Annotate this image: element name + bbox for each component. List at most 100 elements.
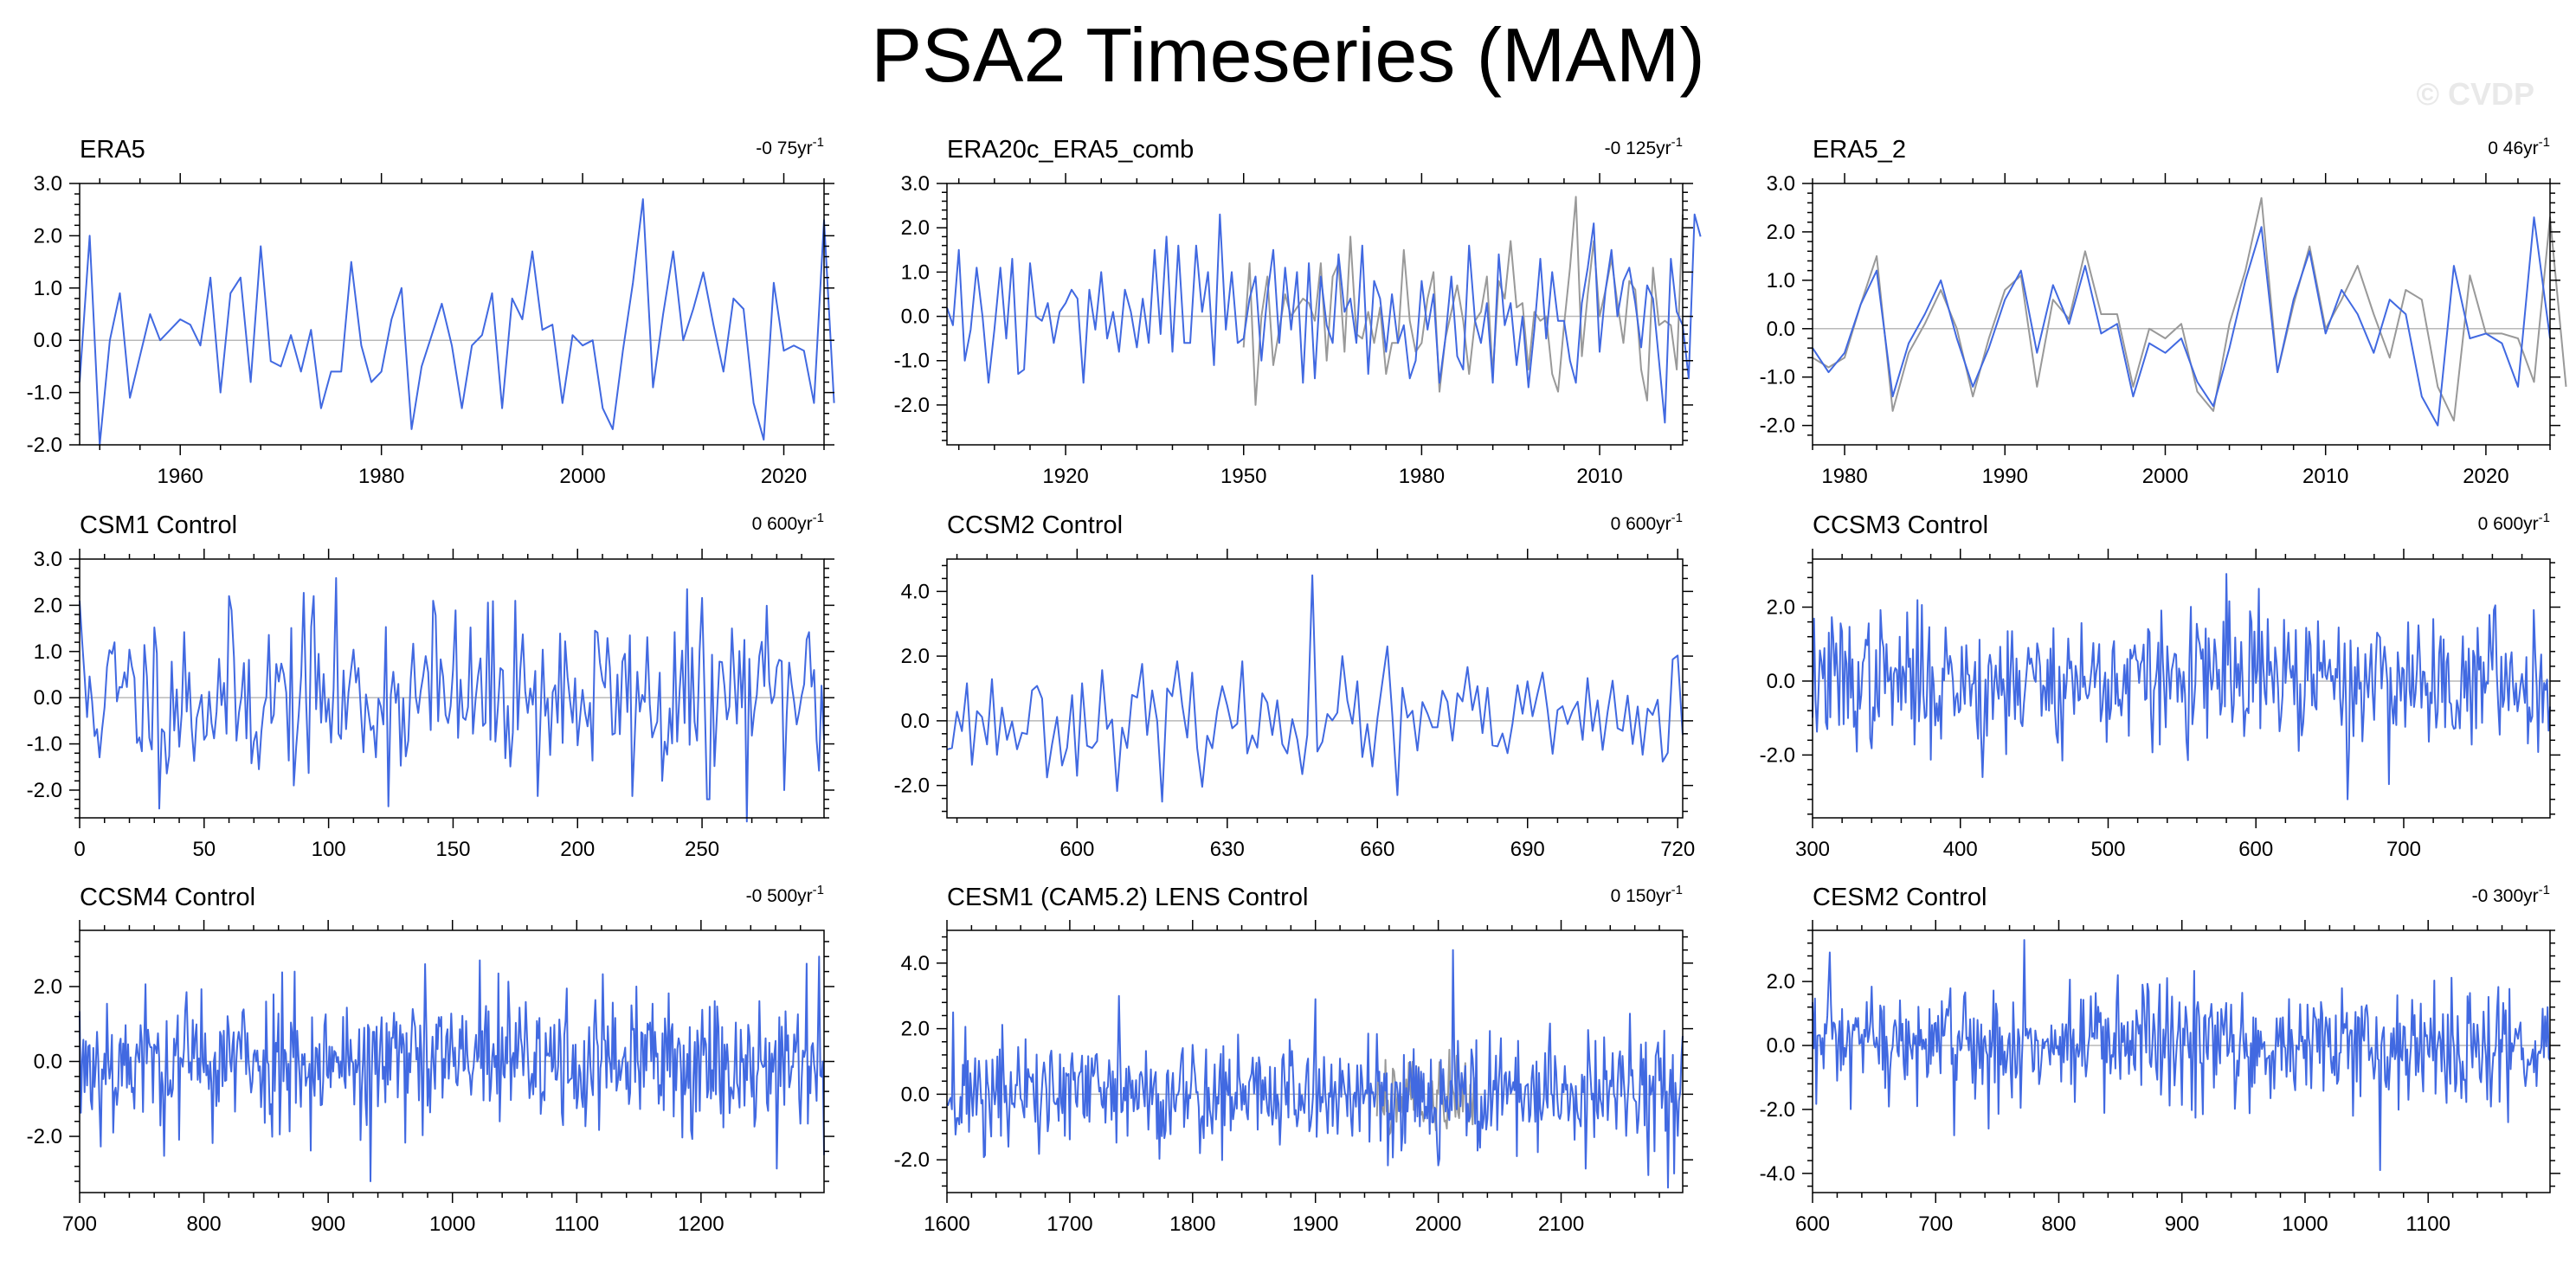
x-tick-label: 100 <box>312 838 346 861</box>
chart-panel-6: 300 400 500 600 700 -2.0 0.0 2.0 CCSM3 Control 0 … <box>1760 511 2560 861</box>
series-line-main <box>1812 573 2551 801</box>
panel-title: CESM2 Control <box>1813 884 1987 911</box>
x-tick-label: 50 <box>192 838 216 861</box>
panel-title: CSM1 Control <box>80 511 237 539</box>
y-tick-label: 0.0 <box>901 305 930 329</box>
y-tick-label: -2.0 <box>27 779 62 802</box>
y-tick-label: -2.0 <box>1760 743 1795 767</box>
trend-exponent: -1 <box>2539 883 2550 897</box>
y-tick-label: -1.0 <box>1760 366 1795 389</box>
x-tick-label: 1000 <box>2282 1212 2328 1236</box>
x-tick-label: 250 <box>685 838 719 861</box>
y-tick-label: 4.0 <box>901 952 930 975</box>
chart-panel-2: 1920 1950 1980 2010 -2.0 -1.0 0.0 1.0 2.0 3.0 ERA2… <box>894 135 1702 488</box>
y-tick-label: 2.0 <box>34 224 62 248</box>
x-tick-label: 1700 <box>1046 1212 1092 1236</box>
chart-panel-9: 600 700 800 900 1000 1100 -4.0 -2.0 0.0 2.0 CESM2 … <box>1760 883 2560 1236</box>
y-tick-label: 0.0 <box>901 1083 930 1106</box>
x-tick-label: 150 <box>435 838 470 861</box>
x-tick-label: 800 <box>2041 1212 2076 1236</box>
trend-label: -0 500yr-1 <box>746 883 824 906</box>
x-tick-label: 2100 <box>1538 1212 1584 1236</box>
x-tick-label: 500 <box>2090 838 2125 861</box>
y-tick-label: -2.0 <box>894 1148 930 1172</box>
x-tick-label: 2000 <box>2142 465 2188 488</box>
x-tick-label: 1900 <box>1292 1212 1338 1236</box>
series-line-main <box>79 955 825 1182</box>
series-line-main <box>946 574 1684 803</box>
series-line-secondary <box>1812 196 2567 421</box>
x-tick-label: 2010 <box>1576 465 1622 488</box>
trend-exponent: -1 <box>813 511 824 525</box>
y-tick-label: 0.0 <box>34 686 62 710</box>
trend-label: 0 600yr-1 <box>2478 511 2550 534</box>
x-tick-label: 720 <box>1660 838 1695 861</box>
x-tick-label: 900 <box>2165 1212 2199 1236</box>
y-tick-label: 3.0 <box>34 172 62 196</box>
y-tick-label: 2.0 <box>34 594 62 617</box>
trend-exponent: -1 <box>1671 135 1683 150</box>
plot-frame <box>946 929 1684 1193</box>
x-tick-label: 1000 <box>429 1212 475 1236</box>
y-tick-label: -2.0 <box>1760 415 1795 438</box>
x-tick-label: 0 <box>74 838 85 861</box>
chart-panel-3: 1980 1990 2000 2010 2020 -2.0 -1.0 0.0 1.0 2.0 3.0… <box>1760 135 2567 488</box>
x-tick-label: 900 <box>311 1212 345 1236</box>
page-title: PSA2 Timeseries (MAM) <box>871 12 1705 98</box>
trend-exponent: -1 <box>2539 135 2550 150</box>
x-tick-label: 700 <box>62 1212 97 1236</box>
y-tick-label: -2.0 <box>894 775 930 798</box>
x-tick-label: 1950 <box>1220 465 1266 488</box>
y-tick-label: 0.0 <box>34 1051 62 1074</box>
y-tick-label: 1.0 <box>34 277 62 300</box>
x-tick-label: 1100 <box>2405 1212 2450 1236</box>
trend-label: -0 125yr-1 <box>1605 135 1683 158</box>
chart-panel-8: 1600 1700 1800 1900 2000 2100 -2.0 0.0 2.0 4.0 CES… <box>894 883 1693 1236</box>
x-tick-label: 1200 <box>678 1212 724 1236</box>
panel-title: CCSM3 Control <box>1813 511 1988 539</box>
trend-label: -0 300yr-1 <box>2472 883 2550 906</box>
panel-title: ERA20c_ERA5_comb <box>947 136 1194 164</box>
y-tick-label: 0.0 <box>1767 318 1795 341</box>
x-tick-label: 2000 <box>1415 1212 1461 1236</box>
series-line-main <box>79 576 825 823</box>
y-tick-label: 2.0 <box>1767 596 1795 620</box>
x-tick-label: 400 <box>1943 838 1978 861</box>
trend-exponent: -1 <box>813 135 824 150</box>
y-tick-label: -1.0 <box>27 382 62 405</box>
x-tick-label: 2010 <box>2302 465 2348 488</box>
y-tick-label: 2.0 <box>901 645 930 668</box>
panel-title: ERA5 <box>80 136 145 164</box>
x-tick-label: 800 <box>187 1212 222 1236</box>
chart-panel-7: 700 800 900 1000 1100 1200 -2.0 0.0 2.0 CCSM4 Con… <box>27 883 834 1236</box>
y-tick-label: 3.0 <box>901 172 930 196</box>
x-tick-label: 200 <box>560 838 595 861</box>
y-tick-label: 0.0 <box>1767 670 1795 693</box>
y-tick-label: 0.0 <box>901 710 930 733</box>
trend-label: -0 75yr-1 <box>756 135 824 158</box>
trend-label: 0 600yr-1 <box>752 511 824 534</box>
panel-title: ERA5_2 <box>1813 136 1906 164</box>
y-tick-label: -4.0 <box>1760 1162 1795 1186</box>
y-tick-label: 4.0 <box>901 580 930 603</box>
x-tick-label: 2020 <box>2463 465 2508 488</box>
y-tick-label: -2.0 <box>27 434 62 457</box>
chart-panel-5: 600 630 660 690 720 -2.0 0.0 2.0 4.0 CCSM2 Contro… <box>894 511 1696 861</box>
series-line-main <box>1812 216 2551 427</box>
x-tick-label: 2000 <box>559 465 605 488</box>
y-tick-label: 1.0 <box>34 640 62 664</box>
trend-exponent: -1 <box>2539 511 2550 525</box>
y-tick-label: -1.0 <box>27 733 62 756</box>
y-tick-label: 3.0 <box>1767 172 1795 196</box>
plot-frame <box>946 558 1684 819</box>
x-tick-label: 700 <box>2386 838 2421 861</box>
y-tick-label: 1.0 <box>1767 269 1795 293</box>
y-tick-label: 0.0 <box>34 329 62 352</box>
plot-frame <box>1812 183 2551 446</box>
x-tick-label: 1980 <box>1821 465 1867 488</box>
y-tick-label: -2.0 <box>27 1125 62 1148</box>
y-tick-label: 2.0 <box>34 975 62 999</box>
x-tick-label: 2020 <box>761 465 807 488</box>
x-tick-label: 1960 <box>158 465 203 488</box>
x-tick-label: 690 <box>1510 838 1545 861</box>
